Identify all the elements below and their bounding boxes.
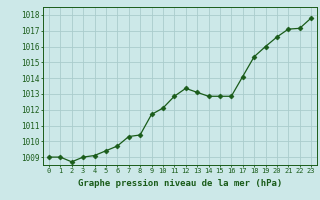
X-axis label: Graphe pression niveau de la mer (hPa): Graphe pression niveau de la mer (hPa) <box>78 179 282 188</box>
